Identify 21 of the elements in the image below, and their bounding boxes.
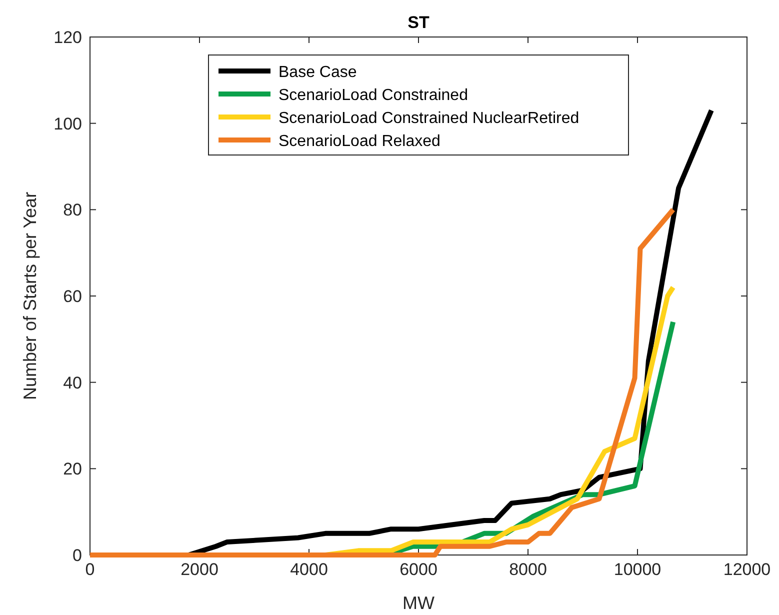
y-tick-label: 0 bbox=[72, 546, 82, 565]
x-tick-label: 4000 bbox=[290, 560, 328, 579]
x-tick-label: 8000 bbox=[509, 560, 547, 579]
legend-label: ScenarioLoad Constrained NuclearRetired bbox=[278, 110, 580, 127]
y-tick-label: 60 bbox=[63, 287, 82, 306]
legend-label: ScenarioLoad Relaxed bbox=[278, 133, 440, 150]
x-tick-label: 12000 bbox=[723, 560, 771, 579]
chart-title: ST bbox=[408, 13, 430, 32]
y-axis-title: Number of Starts per Year bbox=[20, 192, 40, 400]
y-tick-label: 100 bbox=[54, 114, 82, 134]
legend-label: Base Case bbox=[278, 64, 357, 81]
x-tick-label: 2000 bbox=[180, 560, 218, 579]
x-tick-label: 10000 bbox=[614, 560, 662, 579]
y-tick-label: 20 bbox=[63, 460, 82, 479]
y-tick-label: 80 bbox=[63, 200, 82, 220]
x-axis-title: MW bbox=[402, 593, 434, 613]
y-tick-label: 40 bbox=[63, 373, 82, 392]
x-tick-label: 6000 bbox=[400, 560, 438, 579]
x-tick-label: 0 bbox=[85, 560, 95, 579]
y-tick-label: 120 bbox=[54, 28, 82, 47]
legend-label: ScenarioLoad Constrained bbox=[278, 87, 468, 104]
